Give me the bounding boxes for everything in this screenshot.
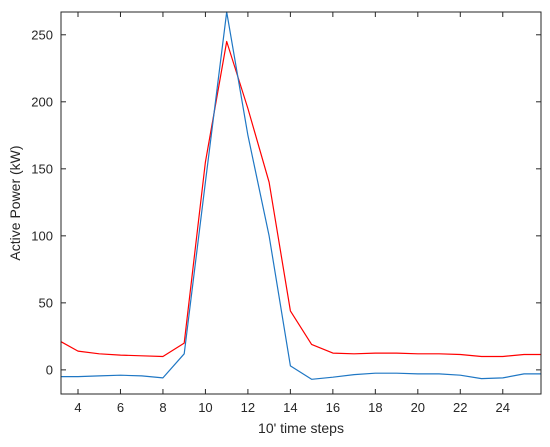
x-tick-label: 6: [117, 400, 124, 415]
x-tick-label: 24: [496, 400, 510, 415]
x-tick-label: 20: [411, 400, 425, 415]
x-tick-label: 16: [326, 400, 340, 415]
y-tick-label: 50: [39, 295, 53, 310]
y-axis-label: Active Power (kW): [7, 145, 23, 260]
x-tick-label: 14: [283, 400, 297, 415]
plot-area: [61, 12, 541, 394]
x-tick-label: 12: [241, 400, 255, 415]
y-tick-label: 150: [31, 161, 53, 176]
x-tick-label: 4: [74, 400, 81, 415]
series-line-2: [61, 11, 541, 380]
y-tick-label: 100: [31, 228, 53, 243]
axes-box: [60, 11, 542, 395]
series-layer: [60, 11, 541, 380]
x-tick-label: 22: [453, 400, 467, 415]
y-tick-label: 0: [46, 362, 53, 377]
x-tick-label: 18: [368, 400, 382, 415]
x-axis-label: 10' time steps: [258, 420, 344, 436]
x-ticks: 4 6 8 10 12 14 16 18 20 22 24: [74, 12, 510, 415]
series-line-1: [60, 40, 541, 358]
y-tick-label: 200: [31, 94, 53, 109]
x-tick-label: 10: [198, 400, 212, 415]
y-ticks: 0 50 100 150 200 250: [31, 27, 541, 377]
y-tick-label: 250: [31, 27, 53, 42]
x-tick-label: 8: [159, 400, 166, 415]
